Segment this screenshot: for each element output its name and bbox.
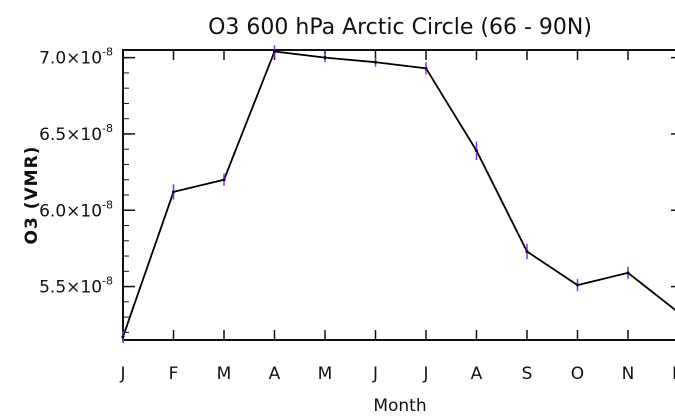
y-axis-label: O3 (VMR): [22, 146, 42, 245]
x-axis-label: Month: [373, 396, 426, 416]
x-tick-label: O: [571, 364, 584, 384]
data-point: [323, 56, 327, 60]
x-axis: JFMAMJJASOND: [119, 50, 675, 384]
x-tick-label: A: [471, 364, 483, 384]
plot-frame: [122, 49, 675, 341]
data-point: [121, 335, 125, 339]
data-point: [374, 60, 377, 64]
y-tick-label: 6.0×10-8: [39, 198, 113, 221]
x-tick-label: N: [622, 364, 635, 384]
y-axis: 7.0×10-8 6.5×10-8 6.0×10-8 5.5×10-8: [39, 46, 675, 333]
data-point: [525, 249, 529, 253]
x-tick-label: J: [119, 364, 125, 384]
chart-title: O3 600 hPa Arctic Circle (66 - 90N): [208, 15, 592, 40]
x-tick-label: D: [672, 364, 675, 384]
y-tick-label: 5.5×10-8: [39, 275, 113, 298]
x-tick-label: M: [318, 364, 333, 384]
series-ozone: [121, 45, 675, 344]
x-tick-label: J: [422, 364, 428, 384]
x-tick-label: F: [169, 364, 179, 384]
y-tick-label: 6.5×10-8: [39, 122, 113, 145]
data-point: [475, 149, 478, 153]
data-point: [576, 283, 579, 287]
x-tick-label: S: [522, 364, 533, 384]
data-point: [424, 66, 428, 70]
series-line: [122, 50, 675, 338]
x-tick-label: A: [269, 364, 281, 384]
data-point: [222, 178, 226, 182]
x-tick-label: M: [217, 364, 232, 384]
data-point: [172, 190, 175, 194]
data-point: [626, 271, 630, 275]
y-tick-label: 7.0×10-8: [39, 46, 113, 69]
x-tick-label: J: [372, 364, 378, 384]
data-point: [273, 50, 276, 54]
